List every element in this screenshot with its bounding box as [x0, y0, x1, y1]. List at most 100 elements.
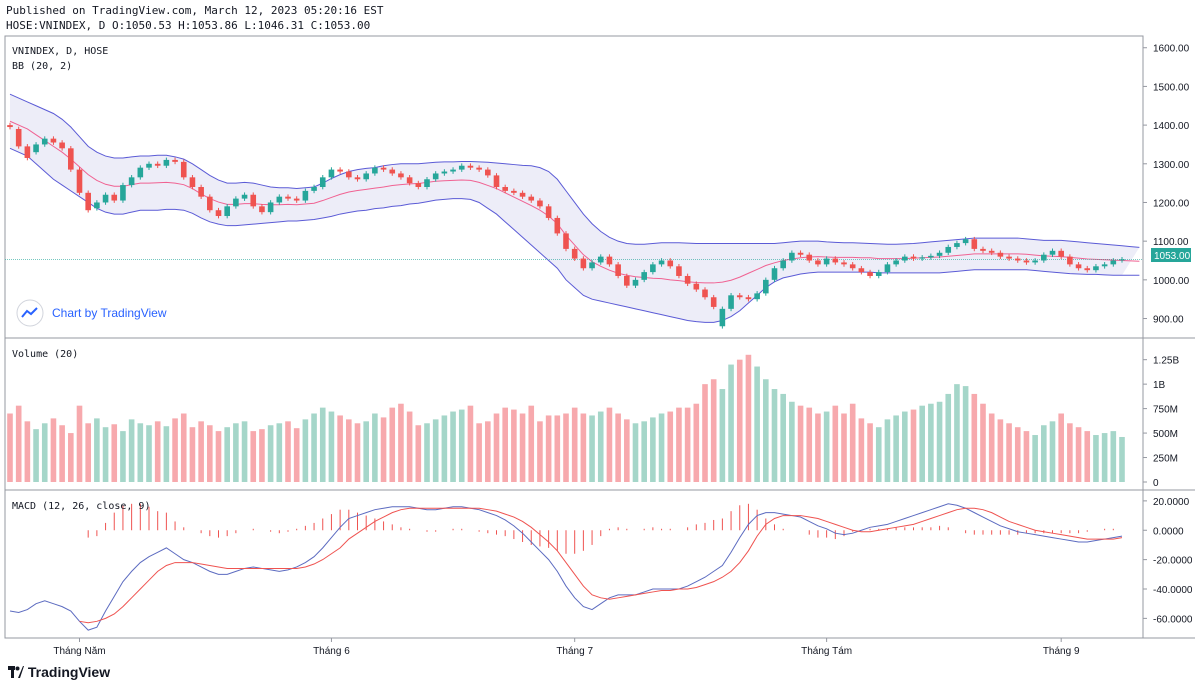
volume-bar[interactable] [988, 413, 995, 483]
volume-bar[interactable] [250, 431, 257, 482]
volume-bar[interactable] [597, 411, 604, 482]
candle-body[interactable] [841, 262, 847, 265]
volume-bar[interactable] [849, 403, 856, 482]
candle-body[interactable] [59, 142, 65, 149]
volume-bar[interactable] [33, 429, 39, 482]
candle-body[interactable] [50, 138, 57, 143]
volume-bar[interactable] [606, 407, 613, 482]
volume-bar[interactable] [615, 413, 621, 483]
candle-body[interactable] [7, 125, 13, 128]
candle-body[interactable] [919, 257, 925, 259]
volume-bar[interactable] [962, 386, 969, 482]
candle-body[interactable] [41, 138, 48, 145]
volume-bar[interactable] [710, 379, 717, 482]
volume-bar[interactable] [207, 425, 213, 482]
volume-bar[interactable] [641, 421, 647, 482]
volume-bar[interactable] [241, 421, 248, 482]
volume-bar[interactable] [1119, 436, 1125, 482]
candle-body[interactable] [971, 239, 978, 249]
volume-bar[interactable] [146, 425, 152, 482]
candle-body[interactable] [1049, 250, 1056, 255]
candle-body[interactable] [797, 252, 804, 255]
volume-bar[interactable] [94, 418, 100, 482]
candle-body[interactable] [68, 148, 74, 170]
candle-body[interactable] [936, 252, 943, 256]
volume-bar[interactable] [945, 393, 952, 482]
volume-bar[interactable] [936, 401, 943, 482]
candle-body[interactable] [962, 239, 969, 244]
macd-pane[interactable] [9, 503, 1123, 631]
volume-bar[interactable] [797, 405, 804, 482]
candle-body[interactable] [476, 167, 482, 170]
volume-bar[interactable] [1067, 423, 1073, 482]
candle-body[interactable] [233, 198, 239, 207]
candle-body[interactable] [519, 192, 526, 197]
candle-body[interactable] [1067, 256, 1073, 265]
volume-bar[interactable] [1110, 431, 1117, 482]
volume-bar[interactable] [1084, 431, 1091, 482]
candle-body[interactable] [458, 165, 465, 170]
volume-bar[interactable] [380, 417, 387, 482]
candle-body[interactable] [15, 128, 22, 147]
candle-body[interactable] [537, 200, 543, 207]
candle-body[interactable] [76, 169, 83, 193]
volume-bar[interactable] [50, 418, 57, 482]
volume-bar[interactable] [354, 423, 361, 482]
volume-bar[interactable] [624, 419, 630, 482]
candle-body[interactable] [276, 196, 283, 203]
volume-bar[interactable] [1075, 427, 1082, 482]
candle-body[interactable] [224, 206, 230, 217]
volume-bar[interactable] [823, 411, 830, 482]
candle-body[interactable] [172, 159, 178, 162]
candle-body[interactable] [667, 260, 674, 267]
volume-bar[interactable] [163, 426, 170, 482]
candle-body[interactable] [250, 194, 257, 207]
volume-bar[interactable] [24, 421, 31, 482]
volume-bar[interactable] [693, 403, 700, 482]
volume-bar[interactable] [519, 413, 526, 483]
volume-bar[interactable] [441, 415, 448, 482]
volume-bar[interactable] [667, 411, 674, 482]
candle-body[interactable] [154, 163, 161, 166]
volume-bar[interactable] [971, 393, 978, 482]
volume-bar[interactable] [875, 427, 882, 482]
volume-bar[interactable] [910, 409, 917, 482]
volume-bar[interactable] [554, 415, 561, 482]
candle-body[interactable] [502, 187, 508, 191]
candle-body[interactable] [658, 260, 665, 265]
candle-body[interactable] [511, 190, 517, 193]
volume-bar[interactable] [458, 409, 465, 482]
volume-bar[interactable] [233, 423, 239, 482]
candle-body[interactable] [85, 192, 91, 211]
candle-body[interactable] [111, 194, 118, 201]
volume-bar[interactable] [980, 403, 986, 482]
candle-body[interactable] [302, 190, 309, 201]
candle-body[interactable] [311, 187, 317, 191]
candle-body[interactable] [858, 268, 865, 273]
volume-bar[interactable] [867, 423, 873, 482]
volume-bar[interactable] [1023, 431, 1030, 482]
volume-bar[interactable] [841, 413, 847, 483]
candle-body[interactable] [1075, 264, 1082, 269]
volume-bar[interactable] [702, 384, 708, 482]
volume-bar[interactable] [684, 407, 691, 482]
volume-bar[interactable] [363, 421, 369, 482]
volume-bar[interactable] [997, 419, 1004, 482]
volume-bar[interactable] [858, 418, 865, 482]
candle-body[interactable] [763, 279, 769, 294]
candle-body[interactable] [867, 272, 873, 276]
candle-body[interactable] [693, 283, 700, 290]
volume-bar[interactable] [76, 405, 83, 482]
candle-body[interactable] [884, 264, 891, 273]
volume-bar[interactable] [346, 419, 352, 482]
volume-bar[interactable] [728, 364, 734, 482]
volume-bar[interactable] [180, 413, 187, 483]
candle-body[interactable] [980, 248, 986, 251]
volume-bar[interactable] [137, 423, 144, 482]
candle-body[interactable] [554, 217, 561, 234]
volume-bar[interactable] [1101, 433, 1108, 482]
candle-body[interactable] [415, 183, 422, 187]
candle-body[interactable] [267, 202, 274, 213]
volume-bar[interactable] [502, 407, 508, 482]
